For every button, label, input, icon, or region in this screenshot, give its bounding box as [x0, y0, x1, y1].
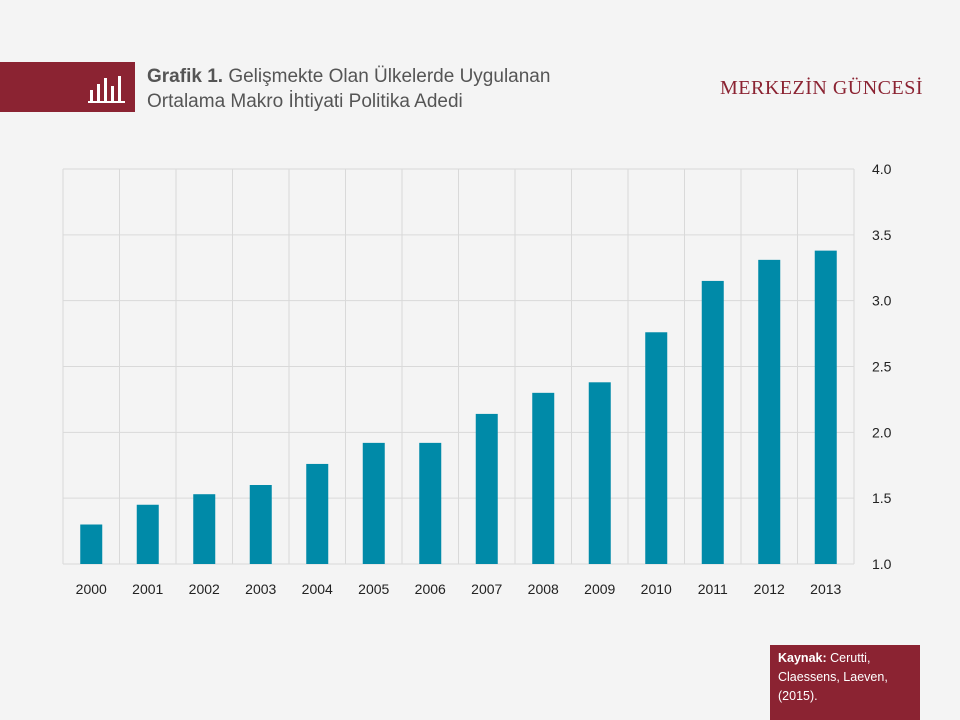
x-tick-label: 2013 — [810, 581, 841, 597]
x-tick-label: 2008 — [528, 581, 559, 597]
title-line-1: Gelişmekte Olan Ülkelerde Uygulanan — [228, 66, 551, 87]
x-tick-label: 2006 — [415, 581, 446, 597]
bar — [758, 259, 781, 564]
brand-name: MERKEZİN GÜNCESİ — [720, 77, 923, 99]
bar — [136, 504, 159, 564]
y-tick-label: 1.5 — [872, 490, 892, 506]
bar — [193, 494, 216, 564]
y-tick-label: 3.5 — [872, 227, 892, 243]
bar — [249, 485, 272, 564]
bar — [814, 250, 837, 564]
x-tick-label: 2007 — [471, 581, 502, 597]
source-label: Kaynak: — [778, 651, 827, 665]
bar — [362, 442, 385, 564]
x-tick-label: 2012 — [754, 581, 785, 597]
bar — [80, 524, 103, 564]
bar — [701, 280, 724, 564]
x-tick-label: 2011 — [698, 581, 728, 597]
x-tick-label: 2009 — [584, 581, 615, 597]
title-bold: Grafik 1. — [147, 66, 224, 87]
x-tick-label: 2010 — [641, 581, 672, 597]
y-tick-label: 1.0 — [872, 556, 892, 572]
y-tick-label: 3.0 — [872, 293, 892, 309]
bar — [306, 463, 329, 564]
bar — [532, 392, 555, 564]
source-box: Kaynak: Cerutti, Claessens, Laeven, (201… — [770, 645, 920, 720]
x-tick-label: 2004 — [302, 581, 333, 597]
bar — [645, 332, 668, 564]
x-tick-label: 2000 — [76, 581, 107, 597]
chart-title: Grafik 1. Gelişmekte Olan Ülkelerde Uygu… — [147, 64, 667, 114]
source-text: Cerutti, Claessens, Laeven, (2015). — [778, 651, 888, 703]
bar-chart-icon — [88, 76, 125, 103]
x-tick-label: 2005 — [358, 581, 389, 597]
y-tick-label: 2.0 — [872, 424, 892, 440]
x-tick-label: 2002 — [189, 581, 220, 597]
x-tick-label: 2003 — [245, 581, 276, 597]
bar — [588, 382, 611, 564]
x-tick-label: 2001 — [132, 581, 163, 597]
title-line-2: Ortalama Makro İhtiyati Politika Adedi — [147, 91, 463, 112]
bar — [419, 442, 442, 564]
bar — [475, 413, 498, 564]
y-tick-label: 4.0 — [872, 161, 892, 177]
y-tick-label: 2.5 — [872, 359, 892, 375]
